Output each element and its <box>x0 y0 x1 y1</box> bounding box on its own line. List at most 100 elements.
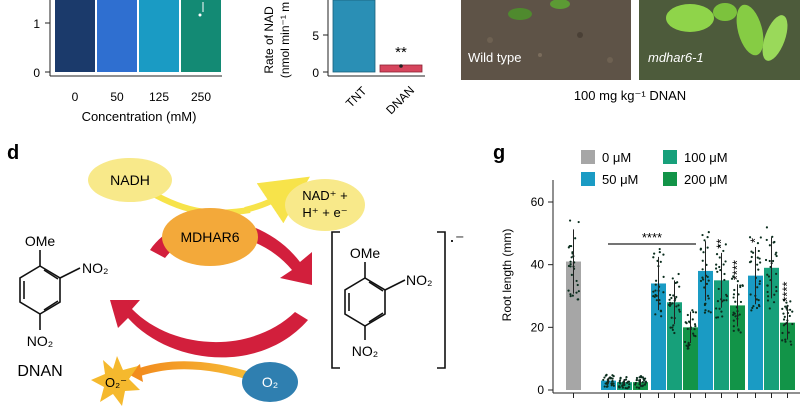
root-point <box>725 299 728 302</box>
root-sig-label: * <box>748 238 763 243</box>
conc-xtick-label: 0 <box>72 90 79 104</box>
nadh-node <box>88 158 172 202</box>
root-point <box>783 315 786 318</box>
root-point <box>775 285 778 289</box>
root-point <box>723 278 726 282</box>
root-bar <box>764 267 779 390</box>
root-point <box>570 273 573 276</box>
conc-bar <box>55 0 95 72</box>
root-bracket-label: **** <box>642 230 662 245</box>
root-point <box>716 270 719 273</box>
root-point <box>757 249 760 253</box>
root-point <box>662 291 665 294</box>
root-point <box>756 242 760 245</box>
root-point <box>678 308 681 311</box>
root-point <box>789 308 792 311</box>
root-point <box>718 256 721 259</box>
root-point <box>781 339 784 342</box>
root-point <box>755 298 758 301</box>
root-point <box>577 290 580 293</box>
root-point <box>619 377 622 380</box>
conc-xtick-label: 250 <box>191 90 211 104</box>
root-point <box>706 235 709 239</box>
legend-label-0: 0 μM <box>602 150 631 165</box>
root-point <box>775 251 778 254</box>
panel-label-g: g <box>493 142 505 164</box>
root-point <box>707 297 710 300</box>
radical-no2-ortho: NO₂ <box>406 272 432 288</box>
root-point <box>775 272 778 275</box>
root-point <box>787 331 790 334</box>
conc-xtick-label: 50 <box>110 90 124 104</box>
root-point <box>750 250 753 253</box>
root-point <box>701 268 704 271</box>
conc-bar <box>97 0 137 72</box>
root-point <box>625 375 628 379</box>
root-point <box>686 327 689 330</box>
root-point <box>673 331 676 335</box>
root-point <box>772 301 776 304</box>
root-point <box>722 249 725 253</box>
root-point <box>576 283 579 287</box>
rate-y-label-line2: (nmol min⁻¹ m <box>278 2 292 78</box>
root-point <box>766 295 770 298</box>
root-point <box>720 310 723 313</box>
root-point <box>683 340 687 344</box>
root-point <box>612 384 615 387</box>
root-ytick-label: 60 <box>531 195 545 209</box>
root-point <box>736 280 739 283</box>
root-point <box>717 287 720 291</box>
radical-structure <box>344 262 406 340</box>
root-point <box>734 315 737 318</box>
root-point <box>655 294 658 297</box>
root-point <box>671 302 674 305</box>
root-point <box>678 310 681 313</box>
root-point <box>569 263 572 266</box>
dnan-no2-para: NO₂ <box>27 333 53 349</box>
rate-significance: ** <box>395 44 407 61</box>
root-point <box>757 268 760 271</box>
root-point <box>739 300 743 304</box>
root-point <box>752 304 755 308</box>
conc-x-axis-label: Concentration (mM) <box>82 109 197 124</box>
root-point <box>782 312 785 315</box>
root-point <box>692 310 695 314</box>
root-point <box>668 293 672 297</box>
root-xticks <box>573 393 788 398</box>
root-point <box>790 343 793 346</box>
root-point <box>766 273 769 276</box>
root-point <box>675 295 678 299</box>
root-point <box>718 244 721 247</box>
rate-ytick-label: 0 <box>312 66 319 80</box>
legend-label-3: 200 μM <box>684 172 728 187</box>
root-point <box>618 379 622 382</box>
conc-xtick-label: 125 <box>149 90 169 104</box>
root-point <box>721 315 724 318</box>
root-point <box>706 246 709 249</box>
root-point <box>730 277 734 280</box>
nadh-label: NADH <box>110 172 150 188</box>
root-point <box>641 376 645 379</box>
root-point <box>756 256 759 259</box>
root-point <box>772 241 775 244</box>
root-point <box>716 300 720 303</box>
root-point <box>732 325 735 328</box>
root-point <box>766 299 770 302</box>
root-point <box>707 279 710 282</box>
root-point <box>652 290 655 293</box>
root-point <box>686 347 689 350</box>
root-point <box>775 290 778 293</box>
root-point <box>611 377 614 380</box>
root-point <box>716 316 720 319</box>
root-point <box>611 382 614 386</box>
root-point <box>642 384 645 387</box>
root-point <box>764 258 768 262</box>
root-point <box>733 312 736 315</box>
root-point <box>654 283 657 286</box>
root-point <box>619 382 622 385</box>
root-point <box>768 307 771 310</box>
root-point <box>685 322 688 325</box>
root-point <box>769 278 772 282</box>
enzyme-label: MDHAR6 <box>180 229 239 245</box>
root-point <box>724 260 727 263</box>
